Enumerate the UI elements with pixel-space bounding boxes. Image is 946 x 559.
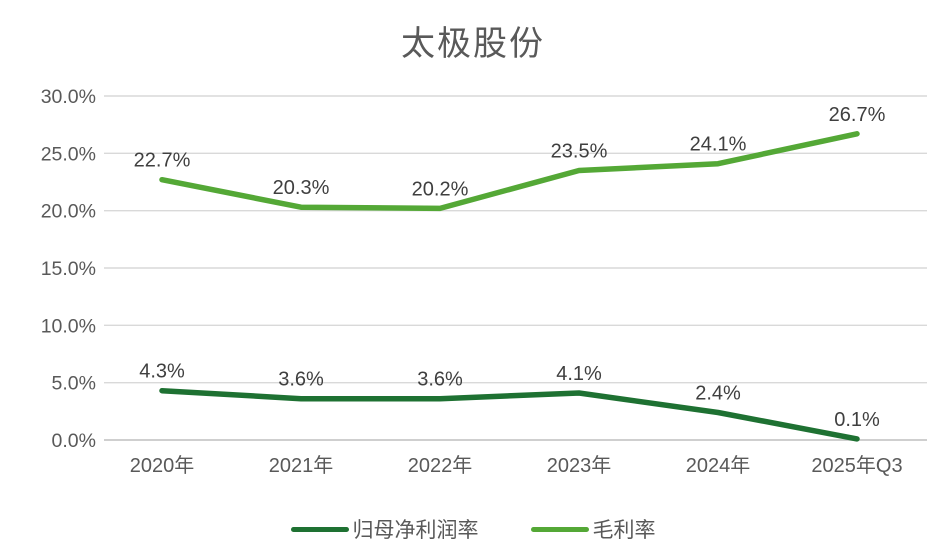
y-axis-tick-label: 5.0% xyxy=(52,373,96,395)
plot-area: 0.0% 5.0% 10.0% 15.0% 20.0% 25.0% 30.0% 2020年 20… xyxy=(41,86,927,477)
y-axis-tick-label: 15.0% xyxy=(41,258,96,280)
data-label: 24.1% xyxy=(690,134,747,156)
legend-item-net-profit-margin[interactable]: 归母净利润率 xyxy=(290,514,479,544)
y-axis-tick-label: 10.0% xyxy=(41,315,96,337)
data-label: 2.4% xyxy=(695,382,741,404)
data-label: 4.1% xyxy=(556,363,602,385)
x-axis-category-label: 2021年 xyxy=(269,454,334,477)
data-label: 4.3% xyxy=(139,361,185,383)
data-label: 20.2% xyxy=(412,178,469,200)
y-axis-tick-label: 20.0% xyxy=(41,201,96,223)
data-label: 26.7% xyxy=(829,104,886,126)
series-line-0 xyxy=(159,387,860,442)
series-line-1 xyxy=(159,131,860,212)
data-label: 20.3% xyxy=(273,177,330,199)
y-axis-tick-label: 30.0% xyxy=(41,86,96,108)
legend: 归母净利润率 毛利率 xyxy=(0,514,946,544)
x-axis-category-label: 2023年 xyxy=(547,454,612,477)
x-axis-category-label: 2022年 xyxy=(408,454,473,477)
chart-title: 太极股份 xyxy=(401,25,545,63)
data-label: 3.6% xyxy=(417,369,463,391)
data-label: 0.1% xyxy=(834,409,880,431)
gross-margin-line-swatch xyxy=(530,526,589,532)
legend-label-gross-margin: 毛利率 xyxy=(592,519,656,542)
x-axis-category-label: 2025年Q3 xyxy=(811,454,902,477)
y-axis-tick-label: 0.0% xyxy=(52,430,96,452)
x-axis-category-label: 2024年 xyxy=(686,454,751,477)
data-label: 23.5% xyxy=(551,141,608,163)
legend-item-gross-margin[interactable]: 毛利率 xyxy=(530,514,656,544)
x-axis-category-label: 2020年 xyxy=(130,454,195,477)
y-axis-tick-label: 25.0% xyxy=(41,143,96,165)
legend-label-net-profit-margin: 归母净利润率 xyxy=(352,519,479,542)
data-label: 3.6% xyxy=(278,369,324,391)
net-profit-margin-line-swatch xyxy=(290,526,349,532)
data-label: 22.7% xyxy=(134,150,191,172)
